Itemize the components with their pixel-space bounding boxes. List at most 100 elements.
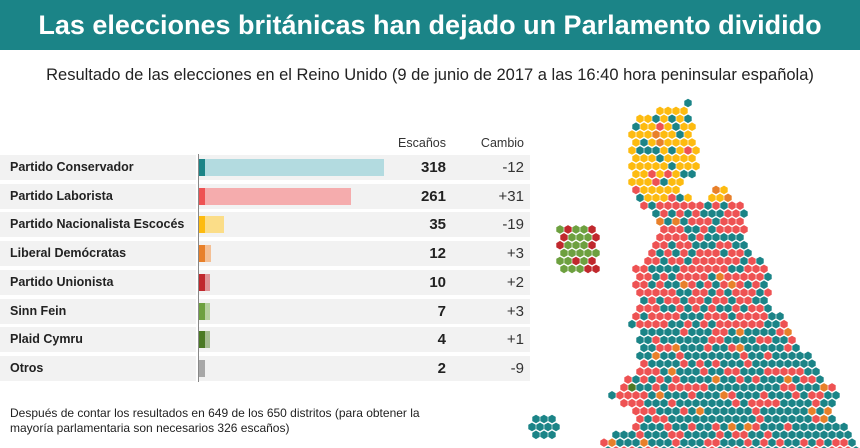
constituency-hex — [684, 430, 692, 440]
constituency-hex — [684, 240, 692, 250]
constituency-hex — [644, 383, 652, 392]
constituency-hex — [676, 177, 684, 187]
constituency-hex — [640, 391, 648, 400]
constituency-hex — [708, 193, 716, 203]
constituency-hex — [736, 406, 744, 416]
constituency-hex — [756, 383, 764, 392]
constituency-hex — [832, 391, 840, 400]
constituency-hex — [720, 280, 728, 289]
constituency-hex — [688, 280, 696, 289]
constituency-hex — [736, 438, 744, 447]
constituency-hex — [788, 335, 796, 345]
constituency-hex — [776, 359, 784, 368]
constituency-hex — [660, 351, 668, 361]
constituency-hex — [640, 359, 648, 368]
constituency-hex — [688, 248, 696, 258]
constituency-hex — [684, 146, 692, 155]
constituency-hex — [692, 304, 700, 313]
constituency-hex — [644, 130, 652, 139]
constituency-hex — [780, 367, 788, 376]
constituency-hex — [628, 383, 636, 392]
constituency-hex — [640, 296, 648, 305]
constituency-hex — [772, 414, 780, 424]
constituency-hex — [692, 240, 700, 250]
constituency-hex — [716, 430, 724, 440]
constituency-hex — [728, 438, 736, 447]
constituency-hex — [716, 414, 724, 424]
constituency-hex — [780, 351, 788, 361]
constituency-hex — [748, 335, 756, 345]
constituency-hex — [720, 327, 728, 337]
constituency-hex — [632, 154, 640, 163]
change-value: +2 — [506, 273, 524, 291]
constituency-hex — [772, 319, 780, 329]
constituency-hex — [692, 146, 700, 155]
constituency-hex — [684, 319, 692, 329]
constituency-hex — [632, 138, 640, 147]
constituency-hex — [720, 264, 728, 274]
constituency-hex — [724, 414, 732, 424]
bar-1 — [199, 187, 351, 205]
constituency-hex — [688, 138, 696, 147]
constituency-hex — [692, 430, 700, 440]
constituency-hex — [640, 138, 648, 147]
constituency-hex — [712, 406, 720, 416]
constituency-hex — [628, 398, 636, 408]
constituency-hex — [696, 264, 704, 274]
constituency-hex — [828, 383, 836, 392]
constituency-hex — [676, 225, 684, 234]
constituency-hex — [728, 201, 736, 210]
constituency-hex — [588, 256, 596, 266]
constituency-hex — [632, 169, 640, 179]
constituency-hex — [760, 359, 768, 368]
constituency-hex — [820, 414, 828, 424]
constituency-hex — [640, 154, 648, 163]
constituency-hex — [744, 327, 752, 337]
constituency-hex — [644, 193, 652, 203]
constituency-hex — [740, 288, 748, 297]
constituency-hex — [744, 280, 752, 289]
constituency-hex — [656, 185, 664, 195]
constituency-hex — [732, 304, 740, 313]
constituency-hex — [712, 217, 720, 226]
constituency-hex — [800, 391, 808, 400]
constituency-hex — [648, 343, 656, 353]
constituency-hex — [812, 367, 820, 376]
constituency-hex — [648, 201, 656, 210]
constituency-hex — [720, 422, 728, 432]
constituency-hex — [668, 193, 676, 203]
constituency-hex — [656, 406, 664, 416]
constituency-hex — [796, 398, 804, 408]
constituency-hex — [820, 430, 828, 440]
constituency-hex — [620, 430, 628, 440]
bar-marker-2 — [199, 216, 205, 234]
constituency-hex — [560, 264, 568, 274]
change-value: +31 — [498, 187, 524, 205]
constituency-hex — [584, 264, 592, 274]
constituency-hex — [684, 114, 692, 124]
constituency-hex — [720, 406, 728, 416]
constituency-hex — [700, 209, 708, 218]
constituency-hex — [684, 193, 692, 203]
party-label: Partido Nacionalista Escocés — [0, 212, 196, 238]
constituency-hex — [724, 383, 732, 392]
constituency-hex — [668, 430, 676, 440]
constituency-hex — [792, 438, 800, 447]
constituency-hex — [672, 154, 680, 163]
constituency-hex — [668, 177, 676, 187]
constituency-hex — [688, 233, 696, 242]
constituency-hex — [660, 209, 668, 218]
constituency-hex — [748, 304, 756, 313]
constituency-hex — [656, 359, 664, 368]
constituency-hex — [812, 414, 820, 424]
constituency-hex — [728, 359, 736, 368]
constituency-hex — [712, 312, 720, 321]
chart-subtitle: Resultado de las elecciones en el Reino … — [46, 66, 814, 84]
constituency-hex — [736, 296, 744, 305]
constituency-hex — [696, 391, 704, 400]
constituency-hex — [780, 398, 788, 408]
constituency-hex — [684, 225, 692, 234]
constituency-hex — [688, 122, 696, 131]
constituency-hex — [648, 122, 656, 131]
constituency-hex — [760, 391, 768, 400]
